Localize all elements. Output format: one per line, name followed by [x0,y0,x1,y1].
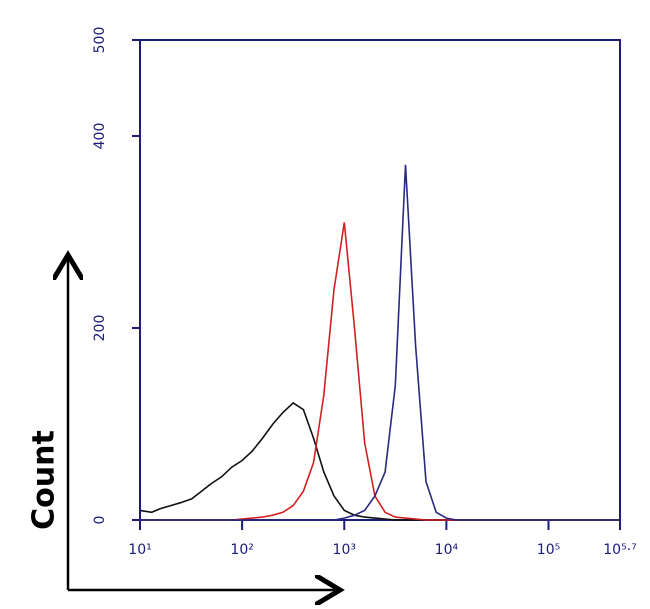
x-tick-label: 10¹ [128,542,151,558]
y-axis-title: Count [27,430,62,530]
series-line [140,222,620,521]
x-tick-label: 10⁴ [435,542,459,558]
series-line [140,164,620,521]
y-tick-label: 200 [92,315,108,342]
x-tick-label: 10⁵·⁷ [603,542,637,558]
y-tick-label: 500 [92,27,108,54]
y-tick-label: 400 [92,123,108,150]
plot-frame [139,39,621,521]
y-tick-label: 0 [92,516,108,525]
x-tick-label: 10³ [333,542,356,558]
series-line [139,401,620,521]
x-tick-label: 10⁵ [537,542,560,558]
x-tick-label: 10² [230,542,253,558]
